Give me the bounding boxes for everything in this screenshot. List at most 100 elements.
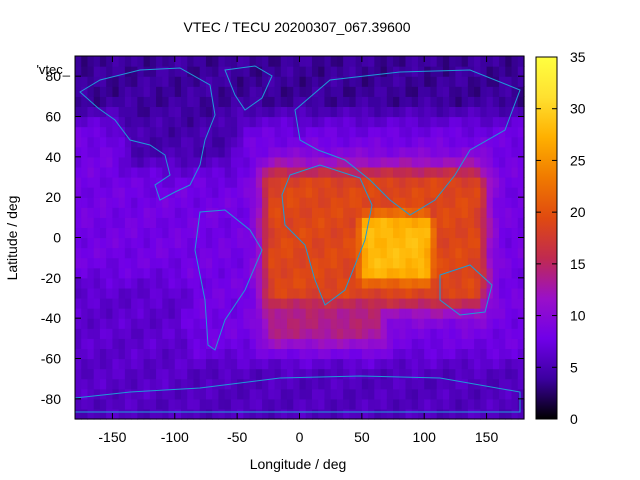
heatmap-cell: [280, 358, 288, 370]
heatmap-cell: [355, 66, 363, 77]
heatmap-cell: [249, 388, 257, 400]
heatmap-cell: [156, 146, 163, 158]
heatmap-cell: [461, 358, 469, 370]
heatmap-cell: [361, 217, 369, 229]
heatmap-cell: [87, 86, 95, 97]
heatmap-cell: [274, 156, 282, 168]
heatmap-cell: [368, 267, 375, 279]
heatmap-cell: [112, 86, 120, 97]
heatmap-cell: [168, 408, 176, 420]
heatmap-cell: [486, 66, 494, 77]
heatmap-cell: [386, 287, 394, 299]
heatmap-cell: [380, 86, 388, 97]
heatmap-cell: [143, 187, 151, 198]
heatmap-cell: [442, 166, 450, 178]
heatmap-cell: [224, 227, 232, 239]
heatmap-cell: [162, 227, 170, 239]
heatmap-cell: [430, 388, 438, 400]
heatmap-cell: [318, 348, 326, 360]
heatmap-cell: [93, 408, 101, 420]
heatmap-cell: [156, 398, 163, 410]
heatmap-cell: [75, 368, 82, 380]
heatmap-cell: [205, 86, 213, 97]
heatmap-cell: [330, 237, 338, 249]
heatmap-cell: [305, 116, 313, 128]
heatmap-cell: [368, 348, 375, 360]
heatmap-cell: [199, 338, 207, 350]
coast-antarctica: [74, 375, 521, 413]
heatmap-cell: [237, 66, 244, 77]
heatmap-cell: [193, 66, 201, 77]
heatmap-cell: [199, 136, 207, 148]
heatmap-cell: [243, 76, 251, 87]
heatmap-cell: [131, 177, 138, 188]
heatmap-cell: [280, 116, 288, 128]
x-tick-label: -150: [98, 429, 126, 445]
heatmap-cell: [461, 207, 469, 218]
heatmap-cell: [343, 207, 350, 218]
heatmap-cell: [156, 257, 163, 269]
heatmap-cell: [149, 287, 157, 299]
heatmap-cell: [455, 287, 463, 299]
heatmap-cell: [156, 408, 163, 420]
heatmap-cell: [243, 197, 251, 208]
heatmap-cell: [106, 156, 114, 168]
heatmap-cell: [118, 308, 126, 319]
heatmap-cell: [280, 217, 288, 229]
heatmap-cell: [205, 76, 213, 87]
heatmap-cell: [336, 388, 344, 400]
heatmap-cell: [517, 247, 525, 259]
heatmap-cell: [118, 187, 126, 198]
heatmap-cell: [393, 398, 400, 410]
heatmap-cell: [505, 257, 513, 269]
heatmap-cell: [280, 126, 288, 138]
heatmap-cell: [361, 116, 369, 128]
heatmap-cell: [143, 298, 151, 309]
heatmap-cell: [343, 197, 350, 208]
heatmap-cell: [287, 277, 294, 289]
heatmap-cell: [343, 187, 350, 198]
heatmap-cell: [274, 76, 282, 87]
heatmap-cell: [212, 106, 220, 118]
heatmap-cell: [461, 116, 469, 128]
heatmap-cell: [417, 106, 425, 118]
heatmap-cell: [81, 96, 89, 108]
heatmap-cell: [287, 136, 294, 148]
heatmap-cell: [386, 156, 394, 168]
heatmap-cell: [106, 318, 114, 329]
heatmap-cell: [492, 126, 500, 138]
heatmap-cell: [336, 146, 344, 158]
heatmap-cell: [386, 207, 394, 218]
heatmap-cell: [486, 368, 494, 380]
heatmap-cell: [106, 308, 114, 319]
colorbar-tick-label: 35: [570, 49, 586, 65]
heatmap-cell: [299, 267, 307, 279]
heatmap-cell: [168, 146, 176, 158]
heatmap-cell: [87, 398, 95, 410]
heatmap-cell: [118, 227, 126, 239]
heatmap-cell: [461, 378, 469, 390]
heatmap-cell: [405, 86, 413, 97]
heatmap-cell: [174, 227, 182, 239]
heatmap-cell: [324, 257, 332, 269]
heatmap-cell: [417, 197, 425, 208]
heatmap-cell: [187, 408, 195, 420]
heatmap-cell: [143, 378, 151, 390]
heatmap-cell: [480, 197, 488, 208]
heatmap-cell: [249, 328, 257, 339]
heatmap-cell: [517, 308, 525, 319]
heatmap-cell: [118, 338, 126, 350]
heatmap-cell: [349, 207, 357, 218]
heatmap-cell: [318, 166, 326, 178]
heatmap-cell: [255, 126, 263, 138]
heatmap-cell: [417, 237, 425, 249]
heatmap-cell: [411, 257, 419, 269]
heatmap-cell: [405, 338, 413, 350]
heatmap-cell: [349, 227, 357, 239]
heatmap-cell: [131, 287, 138, 299]
heatmap-cell: [399, 96, 407, 108]
heatmap-cell: [162, 328, 170, 339]
heatmap-cell: [311, 136, 319, 148]
